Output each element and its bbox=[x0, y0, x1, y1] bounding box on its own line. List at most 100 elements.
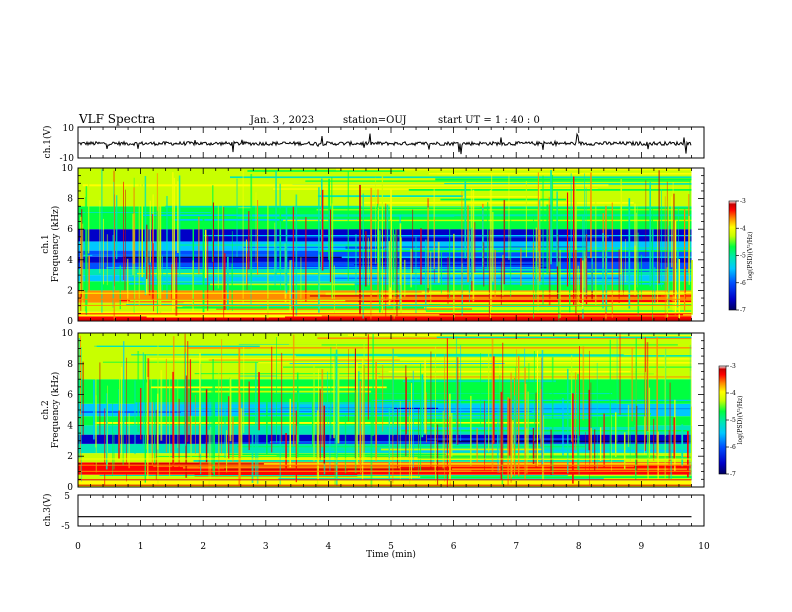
spectrogram-sferic bbox=[415, 236, 417, 314]
spectrogram-sferic bbox=[246, 253, 248, 290]
spectrogram-sferic bbox=[172, 371, 174, 475]
spectrogram-sferic bbox=[132, 213, 134, 276]
spectrogram-sferic bbox=[381, 176, 383, 315]
spectrogram-sferic bbox=[388, 241, 391, 306]
spectrogram-sferic bbox=[435, 346, 436, 483]
time-axis-tick-labels: 0 1 2 3 4 5 6 7 8 9 10 bbox=[75, 542, 710, 552]
ch1-channel-label: ch.1 bbox=[41, 234, 51, 253]
spectrogram-sferic bbox=[385, 203, 387, 319]
spectrogram-sferic bbox=[508, 398, 511, 456]
spectrogram-sferic bbox=[347, 171, 349, 281]
spectrogram-sferic bbox=[673, 193, 675, 296]
spectrogram-line bbox=[78, 313, 692, 315]
spectrogram-sferic bbox=[389, 220, 391, 288]
spectrogram-sferic bbox=[513, 395, 516, 445]
spectrogram-streak bbox=[299, 214, 692, 217]
spectrogram-streak bbox=[180, 244, 364, 246]
spectrogram-sferic bbox=[532, 242, 534, 293]
spectrogram-sferic bbox=[390, 189, 392, 301]
spectrogram-sferic bbox=[354, 389, 357, 473]
spectrogram-sferic bbox=[584, 173, 585, 293]
spectrogram-sferic bbox=[208, 429, 210, 487]
spectrogram-sferic bbox=[113, 432, 115, 470]
freq-tick-label: 4 bbox=[67, 256, 73, 266]
spectrogram-sferic bbox=[295, 410, 297, 483]
spectrogram-sferic bbox=[192, 260, 194, 311]
spectrogram-sferic bbox=[599, 427, 602, 461]
spectrogram-sferic bbox=[103, 218, 104, 285]
spectrogram-sferic bbox=[139, 388, 142, 440]
spectrogram-sferic bbox=[502, 342, 504, 466]
ch2-time-ticks bbox=[77, 333, 705, 487]
spectrogram-streak bbox=[202, 234, 692, 237]
spectrogram-sferic bbox=[392, 225, 395, 282]
spectrogram-sferic bbox=[250, 245, 252, 307]
spectrogram-sferic bbox=[524, 367, 526, 480]
spectrogram-sferic bbox=[227, 256, 229, 311]
spectrogram-sferic bbox=[687, 431, 689, 478]
spectrogram-sferic bbox=[125, 189, 126, 270]
spectrogram-streak bbox=[148, 358, 692, 360]
spectrogram-sferic bbox=[602, 233, 604, 309]
spectrogram-sferic bbox=[395, 226, 397, 297]
spectrogram-sferic bbox=[470, 395, 472, 466]
spectrogram-streak bbox=[276, 455, 656, 457]
spectrogram-sferic bbox=[628, 198, 631, 309]
spectrogram-sferic bbox=[636, 212, 637, 270]
spectrogram-sferic bbox=[292, 334, 295, 447]
spectrogram-sferic bbox=[362, 193, 364, 319]
spectrogram-sferic bbox=[329, 411, 331, 471]
colorbar-tick-label: -7 bbox=[730, 471, 736, 478]
spectrogram-sferic bbox=[205, 389, 208, 463]
spectrogram-streak bbox=[363, 201, 634, 204]
ch1-freq-axis-label: Frequency (kHz) bbox=[50, 206, 61, 283]
spectrogram-sferic bbox=[518, 355, 520, 477]
spectrogram-sferic bbox=[681, 424, 684, 467]
freq-tick-label: 8 bbox=[67, 195, 73, 205]
spectrogram-sferic bbox=[665, 348, 667, 437]
spectrogram-sferic bbox=[239, 393, 241, 481]
spectrogram-sferic bbox=[105, 393, 108, 470]
spectrogram-streak bbox=[229, 176, 692, 179]
spectrogram-sferic bbox=[634, 203, 636, 296]
spectrogram-sferic bbox=[274, 247, 276, 286]
time-tick-label: 10 bbox=[698, 542, 710, 552]
spectrogram-sferic bbox=[579, 346, 580, 436]
spectrogram-sferic bbox=[212, 358, 214, 474]
spectrogram-sferic bbox=[484, 400, 485, 471]
spectrogram-sferic bbox=[396, 229, 398, 317]
spectrogram-sferic bbox=[689, 179, 691, 276]
freq-tick-label: 10 bbox=[62, 329, 74, 339]
spectrogram-streak bbox=[438, 407, 692, 409]
spectrogram-sferic bbox=[500, 261, 502, 306]
spectrogram-sferic bbox=[668, 430, 670, 479]
spectrogram-sferic bbox=[361, 359, 364, 481]
spectrogram-sferic bbox=[482, 207, 484, 272]
spectrogram-streak bbox=[242, 258, 672, 260]
spectrogram-sferic bbox=[664, 349, 666, 479]
spectrogram-streak bbox=[388, 370, 631, 373]
spectrogram-sferic bbox=[295, 194, 298, 316]
figure-title: VLF Spectra bbox=[78, 112, 155, 126]
spectrogram-sferic bbox=[618, 249, 620, 303]
spectrogram-sferic bbox=[440, 250, 442, 295]
spectrogram-line bbox=[78, 470, 692, 472]
time-tick-label: 2 bbox=[200, 542, 206, 552]
spectrogram-sferic bbox=[134, 380, 136, 455]
spectrogram-sferic bbox=[88, 255, 90, 293]
spectrogram-sferic bbox=[212, 185, 214, 262]
colorbar-tick-label: -4 bbox=[740, 225, 746, 232]
spectrogram-sferic bbox=[487, 202, 489, 271]
spectrogram-streak bbox=[104, 311, 282, 314]
spectrogram-sferic bbox=[673, 417, 676, 459]
spectrogram-sferic bbox=[300, 257, 302, 302]
freq-tick-label: 0 bbox=[67, 483, 73, 493]
spectrogram-band bbox=[78, 474, 692, 481]
spectrogram-sferic bbox=[425, 239, 427, 311]
freq-tick-label: 2 bbox=[67, 452, 73, 462]
spectrogram-sferic bbox=[178, 175, 181, 275]
spectrogram-sferic bbox=[257, 199, 259, 275]
spectrogram-sferic bbox=[567, 368, 569, 474]
spectrogram-sferic bbox=[433, 188, 435, 269]
ch2-colorbar-label: log(PSD)(V²/Hz) bbox=[737, 396, 744, 445]
